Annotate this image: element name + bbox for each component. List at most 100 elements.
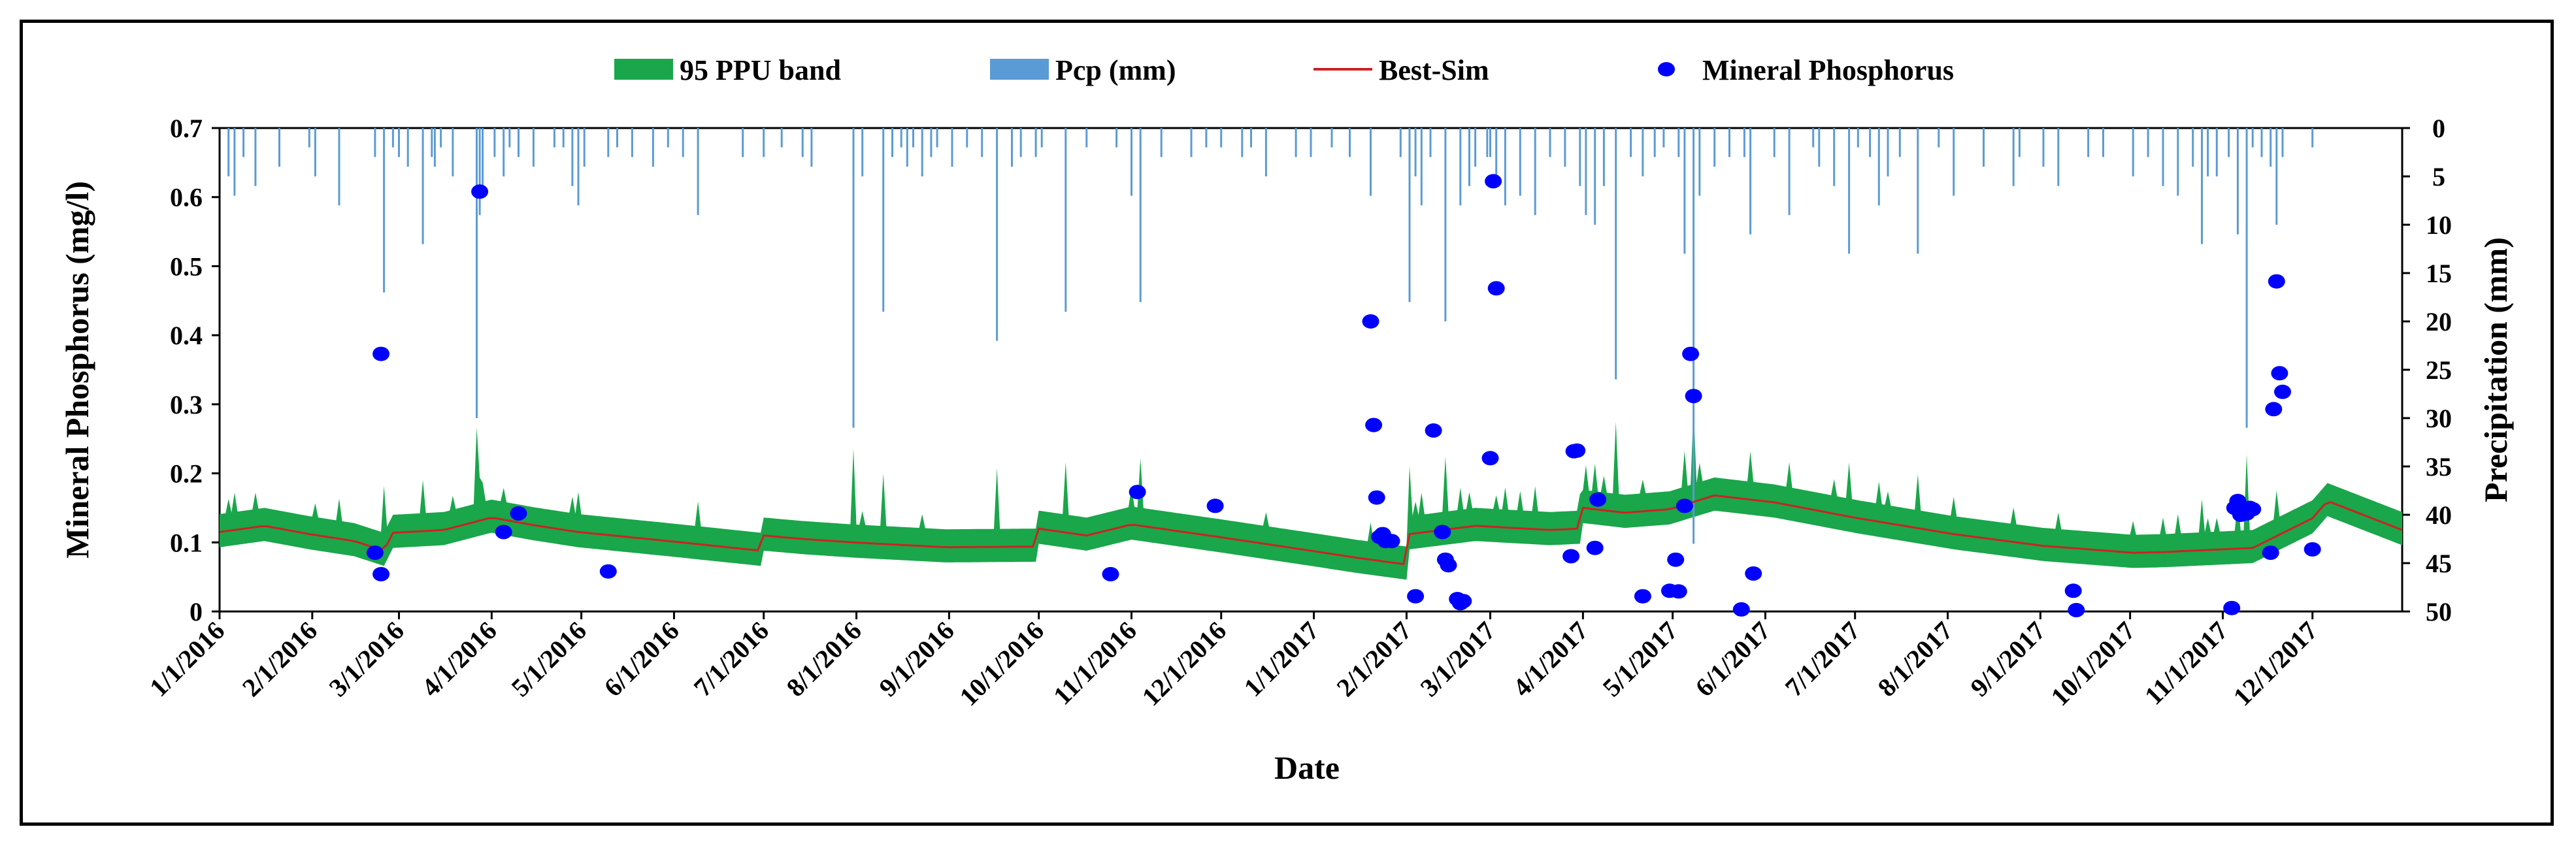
observed-point (1434, 525, 1451, 540)
observed-point (2304, 542, 2321, 557)
x-tick-label: 5/1/2017 (1597, 616, 1683, 702)
x-tick-label: 8/1/2016 (781, 616, 867, 702)
observed-points-layer (366, 174, 2321, 617)
observed-point (2223, 600, 2241, 615)
legend-swatch-band (614, 59, 673, 80)
observed-point (1589, 492, 1607, 507)
x-axis-label: Date (1274, 749, 1340, 786)
y-tick-label: 0.1 (170, 528, 203, 557)
ppu-band-layer (220, 408, 2402, 580)
x-tick-label: 3/1/2016 (323, 616, 409, 702)
observed-point (1562, 549, 1580, 564)
observed-point (471, 184, 489, 199)
observed-point (2064, 583, 2082, 598)
observed-point (1383, 534, 1400, 549)
y-axis-label: Mineral Phosphorus (mg/l) (59, 181, 95, 559)
best-sim-line (219, 494, 2403, 566)
observed-point (366, 545, 384, 561)
observed-point (1425, 423, 1442, 438)
observed-point (1676, 498, 1693, 513)
x-tick-label: 11/1/2017 (2139, 616, 2234, 711)
x-tick-label: 11/1/2016 (1048, 616, 1142, 711)
observed-point (1732, 602, 1750, 617)
x-tick-label: 4/1/2017 (1507, 616, 1593, 702)
observed-point (1481, 451, 1499, 466)
observed-point (1634, 589, 1651, 604)
precip-bars-layer (227, 128, 2314, 544)
x-tick-label: 1/1/2016 (144, 616, 230, 702)
x-tick-label: 1/1/2017 (1238, 616, 1325, 702)
x-tick-label: 10/1/2016 (953, 616, 1049, 712)
observed-point (2068, 602, 2085, 617)
x-tick-label: 2/1/2016 (237, 616, 323, 702)
observed-point (1206, 498, 1224, 513)
y2-axis-label: Precipitation (mm) (2477, 237, 2514, 502)
y2-tick-label: 5 (2432, 162, 2445, 191)
x-tick-label: 12/1/2017 (2228, 616, 2324, 712)
y2-tick-label: 10 (2426, 210, 2452, 240)
observed-point (599, 564, 617, 579)
x-tick-label: 9/1/2017 (1964, 616, 2051, 702)
observed-point (2274, 384, 2291, 399)
x-tick-label: 5/1/2016 (506, 616, 592, 702)
observed-point (495, 525, 512, 540)
x-tick-label: 9/1/2016 (873, 616, 959, 702)
observed-point (510, 506, 527, 521)
y2-tick-label: 50 (2426, 597, 2452, 626)
observed-point (1440, 558, 1457, 573)
observed-point (2271, 366, 2288, 381)
y-tick-label: 0.2 (170, 459, 203, 489)
legend-label: Best-Sim (1379, 54, 1489, 86)
y-tick-label: 0.4 (170, 321, 203, 350)
observed-point (1455, 594, 1472, 609)
axes: 0 0.1 0.2 0.3 0.4 0.5 0.6 0.7 0 5 10 15 20 25 30 35 40 45… (144, 114, 2452, 711)
observed-point (2262, 545, 2279, 561)
y2-tick-label: 30 (2426, 404, 2452, 433)
x-tick-label: 6/1/2017 (1689, 616, 1775, 702)
y2-tick-label: 15 (2426, 259, 2452, 288)
observed-point (1586, 540, 1604, 555)
observed-point (1682, 346, 1700, 361)
x-tick-label: 4/1/2016 (416, 616, 502, 702)
x-tick-label: 7/1/2017 (1779, 616, 1866, 702)
x-tick-label: 7/1/2016 (688, 616, 774, 702)
observed-point (1667, 552, 1685, 567)
observed-point (2244, 502, 2262, 517)
y-tick-label: 0.5 (170, 252, 203, 281)
observed-point (1568, 443, 1586, 458)
ppu-band (220, 408, 2402, 580)
y2-tick-label: 0 (2432, 114, 2445, 143)
x-tick-label: 8/1/2017 (1872, 616, 1958, 702)
legend: 95 PPU band Pcp (mm) Best-Sim Mineral Phosp… (614, 54, 1954, 86)
y-tick-label: 0.6 (170, 183, 203, 212)
y2-tick-label: 25 (2426, 355, 2452, 385)
observed-point (1129, 485, 1146, 500)
legend-label: Mineral Phosphorus (1702, 54, 1954, 86)
observed-point (2268, 274, 2285, 289)
observed-point (1102, 566, 1119, 581)
observed-point (1487, 281, 1505, 296)
observed-point (1362, 314, 1379, 329)
observed-point (1365, 417, 1383, 432)
plot-area (218, 127, 2403, 617)
legend-swatch-point (1658, 62, 1675, 76)
x-tick-label: 2/1/2017 (1330, 616, 1417, 702)
observed-point (2265, 402, 2283, 417)
best-sim-layer (219, 494, 2403, 566)
observed-point (1745, 566, 1762, 581)
x-tick-label: 12/1/2016 (1136, 616, 1232, 712)
observed-point (1685, 389, 1702, 404)
y-tick-label: 0.3 (170, 390, 203, 419)
observed-point (372, 566, 390, 581)
observed-point (1485, 174, 1502, 189)
y2-tick-label: 20 (2426, 307, 2452, 336)
observed-point (1670, 584, 1687, 599)
observed-point (1368, 490, 1385, 505)
observed-point (372, 346, 390, 361)
y-tick-label: 0 (190, 597, 203, 626)
chart-frame (20, 20, 2554, 826)
x-tick-label: 6/1/2016 (598, 616, 684, 702)
legend-swatch-pcp (990, 59, 1049, 80)
y-tick-label: 0.7 (170, 114, 203, 143)
